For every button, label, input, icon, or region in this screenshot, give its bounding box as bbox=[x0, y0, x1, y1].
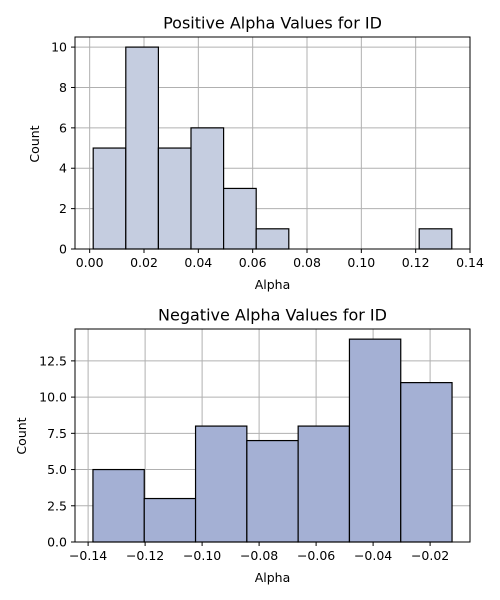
chart-title: Positive Alpha Values for ID bbox=[163, 14, 382, 33]
histogram-bar bbox=[125, 46, 160, 250]
plot-frame bbox=[74, 328, 471, 543]
y-tick-label: 2.5 bbox=[47, 498, 67, 513]
histogram-bar bbox=[418, 228, 453, 250]
histogram-bar bbox=[194, 425, 248, 543]
x-tick-label: 0.06 bbox=[239, 255, 267, 270]
y-tick-label: 4 bbox=[59, 161, 67, 176]
histogram-bar bbox=[157, 147, 192, 250]
histogram-bar bbox=[143, 497, 197, 543]
axes: −0.14 −0.12 −0.10 −0.08 −0.06 −0.04 −0.02 0.0 2.… bbox=[39, 328, 471, 563]
x-tick-label: 0.00 bbox=[76, 255, 104, 270]
x-tick-label: 0.04 bbox=[184, 255, 212, 270]
y-tick-label: 10.0 bbox=[39, 390, 67, 405]
x-tick-label: −0.02 bbox=[411, 548, 449, 563]
y-tick-label: 0 bbox=[59, 242, 67, 257]
histogram-bar bbox=[400, 382, 453, 543]
x-tick-label: −0.12 bbox=[126, 548, 164, 563]
y-tick-label: 0.0 bbox=[47, 535, 67, 550]
y-tick-label: 10 bbox=[51, 40, 67, 55]
x-tick-label: 0.12 bbox=[402, 255, 430, 270]
y-tick-label: 6 bbox=[59, 120, 67, 135]
x-tick-label: 0.14 bbox=[456, 255, 484, 270]
axes: 0.00 0.02 0.04 0.06 0.08 0.10 0.12 0.14 0 2 4 6 8 10 bbox=[51, 36, 484, 270]
histogram-bar bbox=[246, 439, 299, 543]
chart-title: Negative Alpha Values for ID bbox=[158, 306, 387, 325]
histogram-bar bbox=[92, 468, 145, 543]
bars bbox=[92, 338, 453, 543]
histogram-bar bbox=[223, 187, 257, 250]
histogram-bar bbox=[348, 338, 402, 543]
y-tick-label: 7.5 bbox=[47, 426, 67, 441]
y-tick-label: 5.0 bbox=[47, 462, 67, 477]
x-tick-label: 0.02 bbox=[130, 255, 158, 270]
y-axis-label: Count bbox=[14, 417, 29, 454]
x-tick-label: −0.14 bbox=[69, 548, 107, 563]
y-tick-label: 2 bbox=[59, 201, 67, 216]
x-tick-label: −0.04 bbox=[354, 548, 392, 563]
negative-alpha-histogram: Negative Alpha Values for ID Alpha Count… bbox=[14, 306, 471, 585]
x-tick-label: −0.10 bbox=[183, 548, 221, 563]
histogram-bar bbox=[190, 127, 225, 250]
x-tick-label: 0.10 bbox=[347, 255, 375, 270]
x-tick-label: 0.08 bbox=[293, 255, 321, 270]
x-axis-label: Alpha bbox=[255, 277, 291, 292]
x-axis-label: Alpha bbox=[255, 570, 291, 585]
bars bbox=[92, 46, 453, 250]
plot-frame bbox=[74, 36, 471, 250]
histogram-bar bbox=[255, 228, 290, 250]
y-tick-label: 12.5 bbox=[39, 353, 67, 368]
histogram-bar bbox=[297, 425, 351, 543]
x-tick-label: −0.06 bbox=[297, 548, 335, 563]
y-axis-label: Count bbox=[27, 125, 42, 162]
histogram-bar bbox=[92, 147, 127, 250]
x-tick-label: −0.08 bbox=[240, 548, 278, 563]
y-tick-label: 8 bbox=[59, 80, 67, 95]
positive-alpha-histogram: Positive Alpha Values for ID Alpha Count… bbox=[27, 14, 484, 293]
